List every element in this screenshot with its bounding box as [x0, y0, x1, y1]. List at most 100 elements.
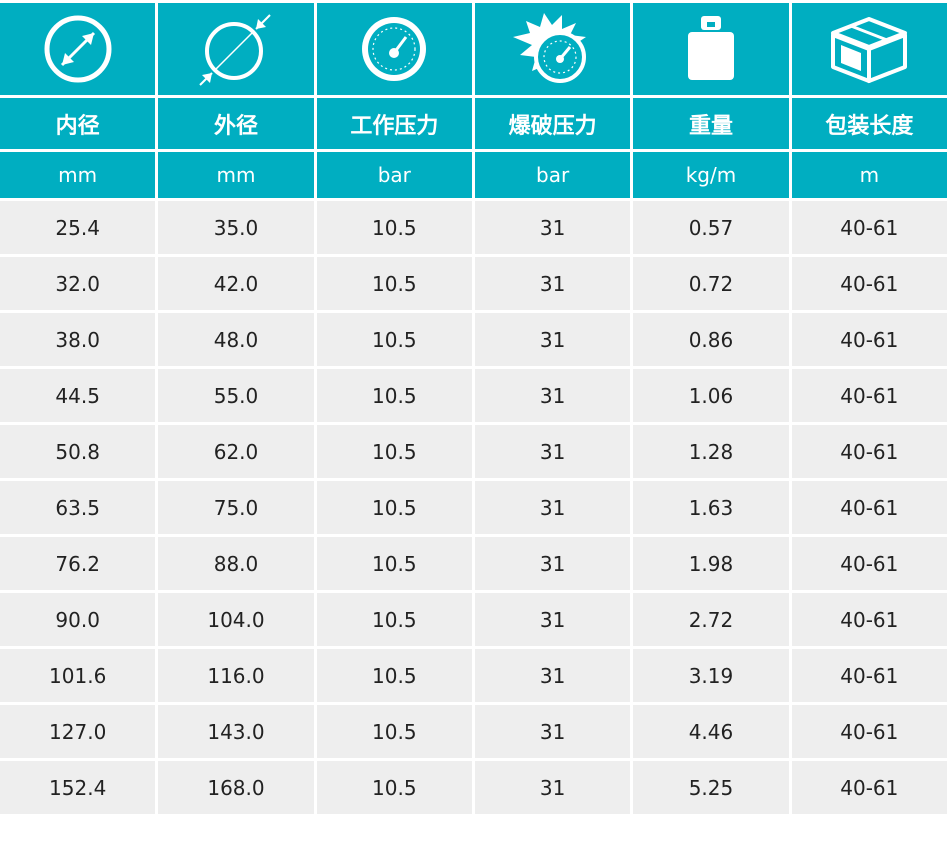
- table-cell: 40-61: [791, 649, 947, 702]
- table-row: 63.5 75.0 10.5 31 1.63 40-61: [0, 481, 947, 534]
- icon-cell-outer-diameter: [158, 3, 314, 95]
- table-cell: 40-61: [791, 425, 947, 478]
- table-cell: 40-61: [791, 369, 947, 422]
- outer-diameter-icon: [199, 14, 271, 86]
- table-cell: 31: [474, 705, 631, 758]
- column-title: 包装长度: [791, 98, 947, 149]
- table-cell: 25.4: [0, 201, 156, 254]
- table-cell: 0.57: [633, 201, 789, 254]
- table-cell: 4.46: [633, 705, 789, 758]
- table-cell: 127.0: [0, 705, 156, 758]
- table-cell: 2.72: [633, 593, 789, 646]
- table-cell: 116.0: [158, 649, 314, 702]
- column-unit: kg/m: [633, 152, 789, 198]
- table-cell: 31: [474, 201, 631, 254]
- table-cell: 32.0: [0, 257, 156, 310]
- icon-cell-burst-pressure: [474, 3, 631, 95]
- table-cell: 10.5: [316, 537, 472, 590]
- table-cell: 88.0: [158, 537, 314, 590]
- table-cell: 31: [474, 593, 631, 646]
- icon-row: [0, 3, 947, 95]
- table-cell: 10.5: [316, 593, 472, 646]
- table-cell: 44.5: [0, 369, 156, 422]
- table-cell: 101.6: [0, 649, 156, 702]
- table-cell: 10.5: [316, 313, 472, 366]
- table-cell: 31: [474, 369, 631, 422]
- table-cell: 143.0: [158, 705, 314, 758]
- table-cell: 50.8: [0, 425, 156, 478]
- table-cell: 10.5: [316, 705, 472, 758]
- table-row: 32.0 42.0 10.5 31 0.72 40-61: [0, 257, 947, 310]
- column-title: 工作压力: [316, 98, 472, 149]
- column-title: 重量: [633, 98, 789, 149]
- table-row: 101.6 116.0 10.5 31 3.19 40-61: [0, 649, 947, 702]
- table-cell: 40-61: [791, 537, 947, 590]
- icon-cell-inner-diameter: [0, 3, 156, 95]
- table-row: 38.0 48.0 10.5 31 0.86 40-61: [0, 313, 947, 366]
- unit-row: mm mm bar bar kg/m m: [0, 152, 947, 198]
- table-cell: 75.0: [158, 481, 314, 534]
- table-cell: 31: [474, 761, 631, 814]
- column-title: 内径: [0, 98, 156, 149]
- table-cell: 152.4: [0, 761, 156, 814]
- table-cell: 31: [474, 649, 631, 702]
- table-cell: 10.5: [316, 257, 472, 310]
- table-cell: 5.25: [633, 761, 789, 814]
- table-cell: 90.0: [0, 593, 156, 646]
- table-cell: 10.5: [316, 425, 472, 478]
- table-cell: 62.0: [158, 425, 314, 478]
- column-unit: bar: [474, 152, 631, 198]
- table-cell: 48.0: [158, 313, 314, 366]
- table-cell: 40-61: [791, 313, 947, 366]
- table-cell: 1.06: [633, 369, 789, 422]
- column-unit: mm: [0, 152, 156, 198]
- table-cell: 0.72: [633, 257, 789, 310]
- table-cell: 10.5: [316, 201, 472, 254]
- table-cell: 31: [474, 313, 631, 366]
- package-box-icon: [831, 17, 908, 83]
- table-row: 152.4 168.0 10.5 31 5.25 40-61: [0, 761, 947, 814]
- table-cell: 1.28: [633, 425, 789, 478]
- table-cell: 31: [474, 481, 631, 534]
- table-cell: 76.2: [0, 537, 156, 590]
- spec-table: 内径 外径 工作压力 爆破压力 重量 包装长度 mm mm bar bar kg/m m 25.4 3…: [0, 3, 947, 814]
- weight-icon: [687, 16, 734, 80]
- table-cell: 168.0: [158, 761, 314, 814]
- table-cell: 0.86: [633, 313, 789, 366]
- table-cell: 1.63: [633, 481, 789, 534]
- title-row: 内径 外径 工作压力 爆破压力 重量 包装长度: [0, 98, 947, 149]
- table-cell: 55.0: [158, 369, 314, 422]
- table-cell: 31: [474, 425, 631, 478]
- table-row: 50.8 62.0 10.5 31 1.28 40-61: [0, 425, 947, 478]
- column-unit: mm: [158, 152, 314, 198]
- burst-gauge-icon: [512, 13, 586, 83]
- data-body: 25.4 35.0 10.5 31 0.57 40-61 32.0 42.0 10.5 31 0.7…: [0, 201, 947, 814]
- pressure-gauge-icon: [362, 17, 427, 81]
- table-cell: 104.0: [158, 593, 314, 646]
- icon-cell-working-pressure: [316, 3, 472, 95]
- table-cell: 40-61: [791, 201, 947, 254]
- table-cell: 10.5: [316, 481, 472, 534]
- column-unit: bar: [316, 152, 472, 198]
- table-cell: 38.0: [0, 313, 156, 366]
- icon-cell-weight: [633, 3, 789, 95]
- table-cell: 31: [474, 257, 631, 310]
- table-row: 44.5 55.0 10.5 31 1.06 40-61: [0, 369, 947, 422]
- table-cell: 35.0: [158, 201, 314, 254]
- table-cell: 10.5: [316, 369, 472, 422]
- table-cell: 40-61: [791, 257, 947, 310]
- table-row: 76.2 88.0 10.5 31 1.98 40-61: [0, 537, 947, 590]
- table-cell: 40-61: [791, 761, 947, 814]
- table-cell: 42.0: [158, 257, 314, 310]
- table-row: 90.0 104.0 10.5 31 2.72 40-61: [0, 593, 947, 646]
- table-cell: 63.5: [0, 481, 156, 534]
- diameter-icon: [44, 15, 112, 83]
- table-cell: 3.19: [633, 649, 789, 702]
- table-row: 127.0 143.0 10.5 31 4.46 40-61: [0, 705, 947, 758]
- table-cell: 10.5: [316, 761, 472, 814]
- table-cell: 40-61: [791, 705, 947, 758]
- table-cell: 31: [474, 537, 631, 590]
- table-cell: 1.98: [633, 537, 789, 590]
- icon-cell-package: [791, 3, 947, 95]
- table-cell: 40-61: [791, 593, 947, 646]
